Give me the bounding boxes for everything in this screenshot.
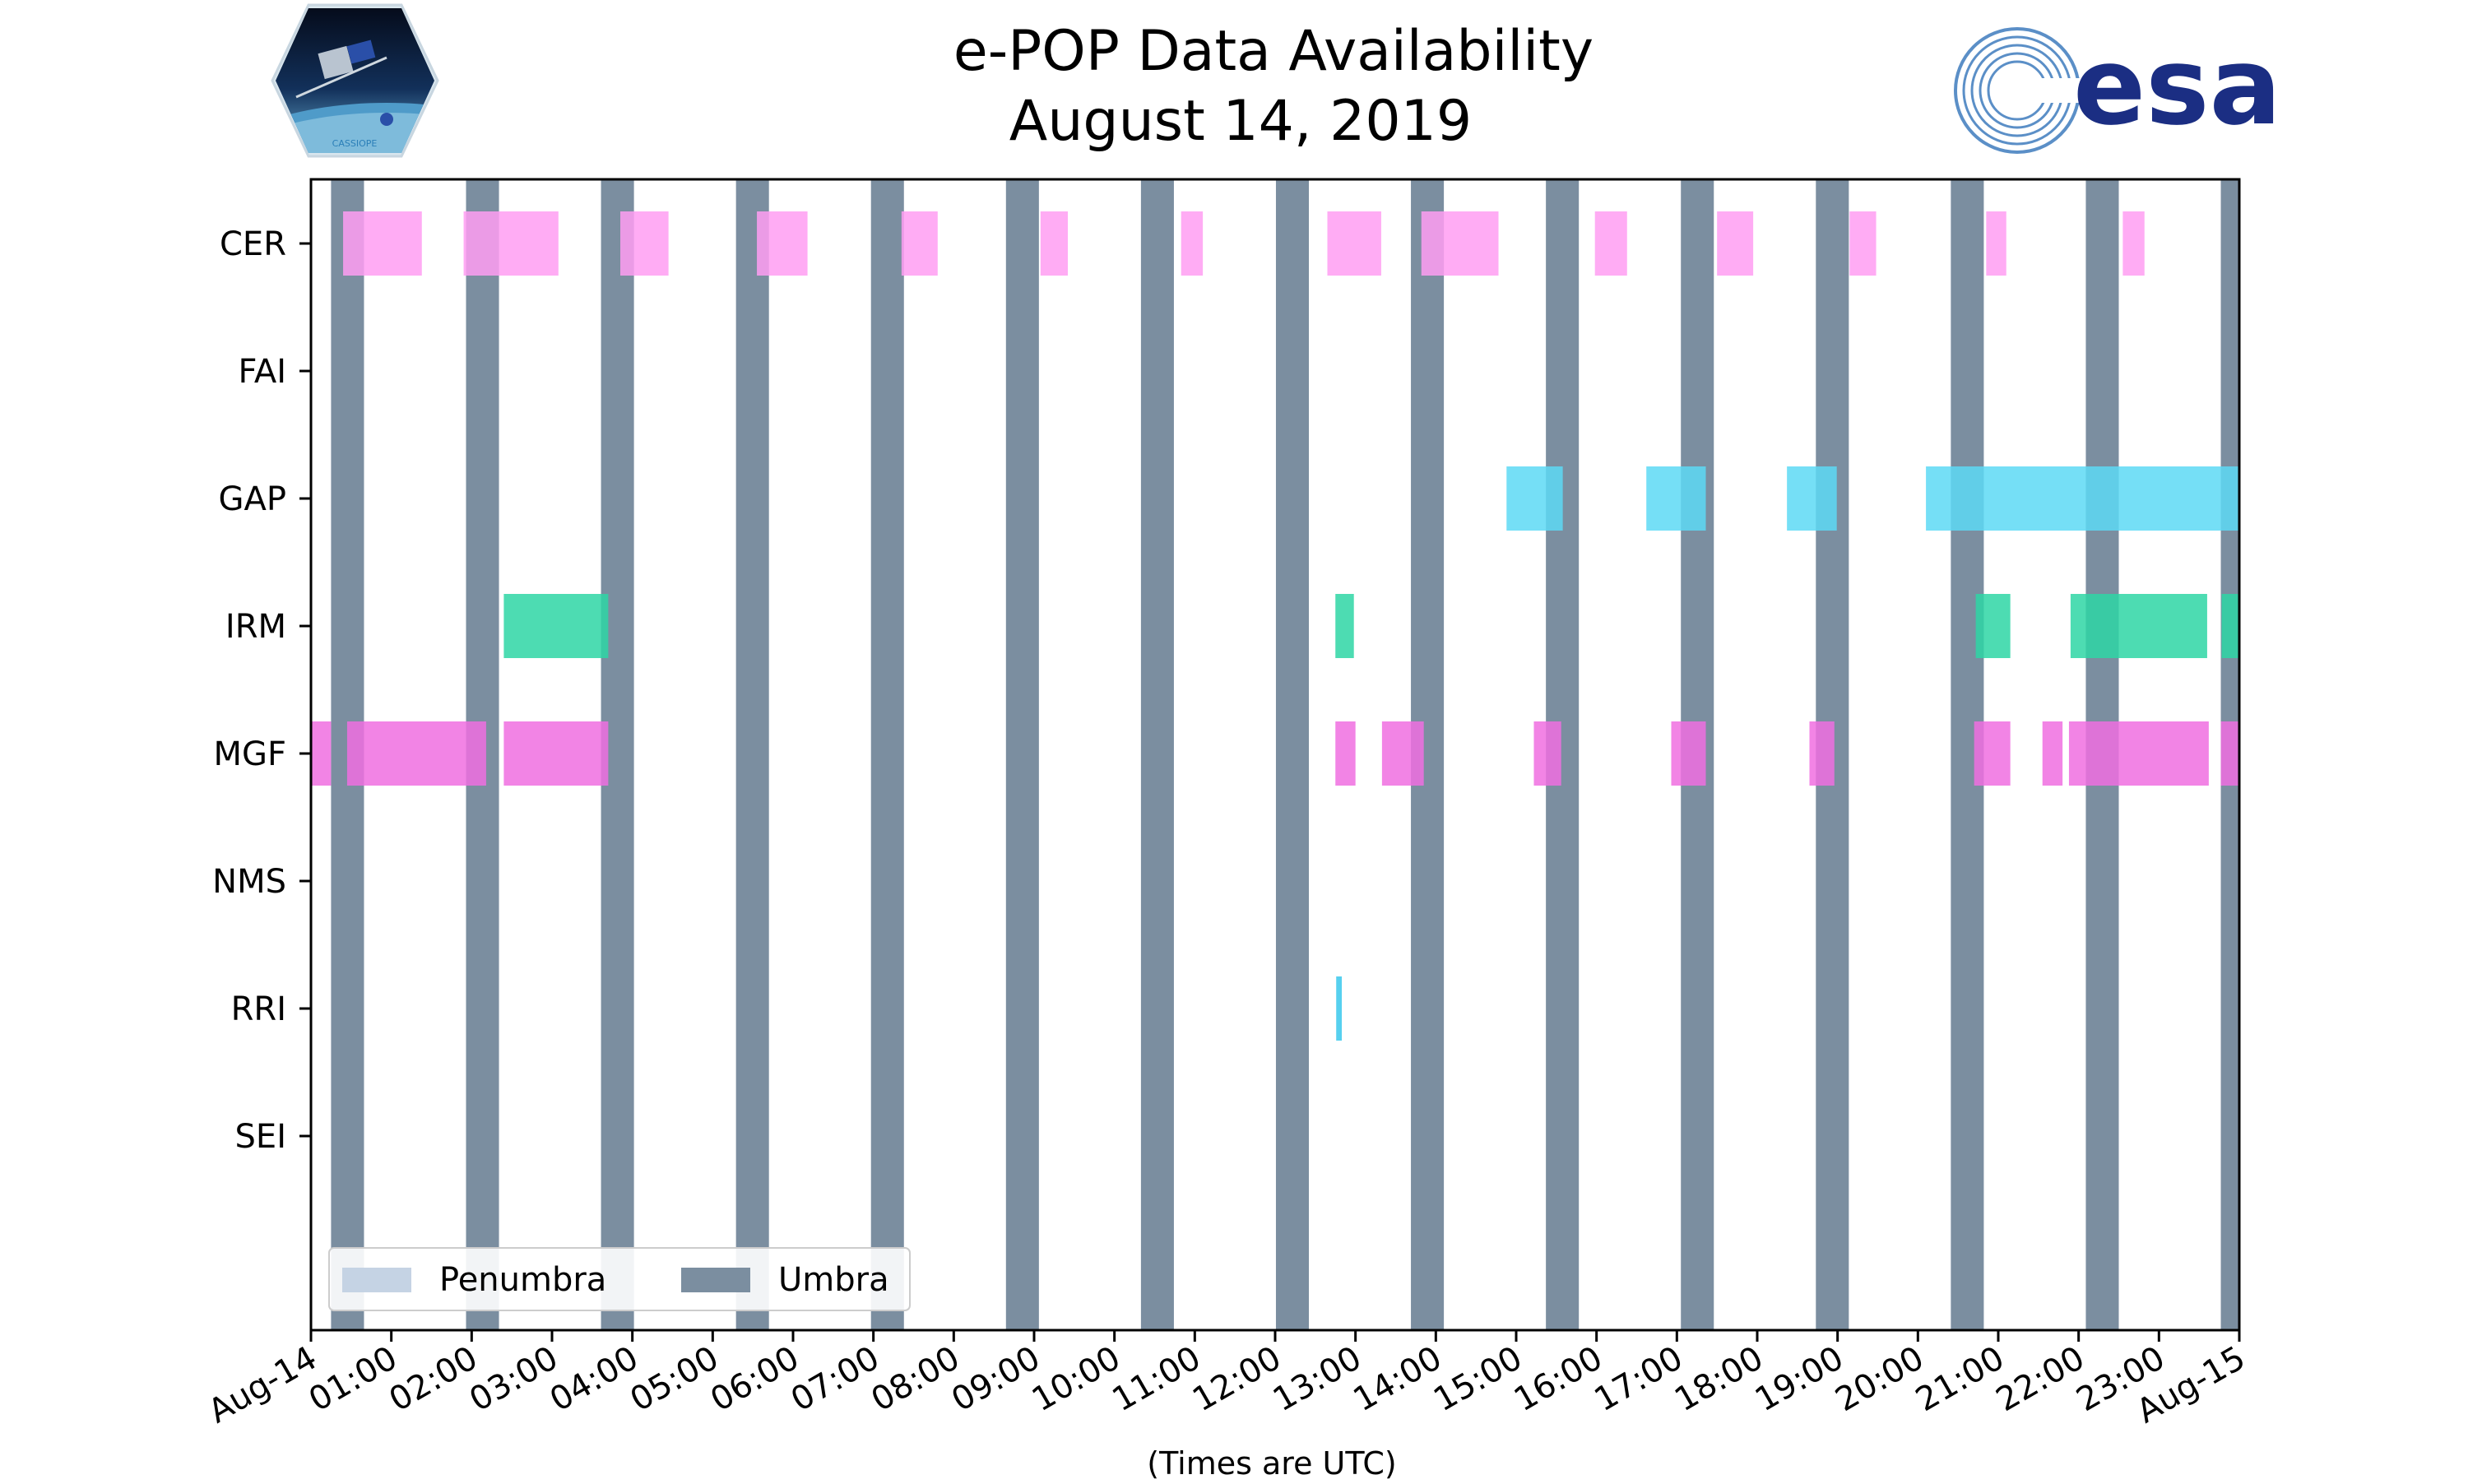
cer-segment-13 (2122, 211, 2145, 276)
mgf-segment-4 (1381, 721, 1424, 786)
y-tick-label-sei: SEI (235, 1118, 286, 1156)
cer-segment-4 (901, 211, 938, 276)
mgf-segment-0 (311, 721, 332, 786)
cer-segment-2 (620, 211, 669, 276)
irm-segment-4 (2221, 594, 2239, 658)
segments-layer (311, 211, 2239, 1041)
cer-segment-7 (1327, 211, 1381, 276)
cer-segment-12 (1986, 211, 2006, 276)
umbra-band-6 (1140, 179, 1174, 1330)
mgf-segment-6 (1671, 721, 1706, 786)
x-tick-label-6: 06:00 (704, 1339, 805, 1419)
cer-segment-9 (1594, 211, 1627, 276)
x-tick-label-13: 13:00 (1267, 1339, 1368, 1419)
esa-logo-text: esa (2073, 24, 2281, 149)
cer-segment-1 (463, 211, 559, 276)
gap-segment-2 (1787, 466, 1837, 531)
cer-segment-8 (1421, 211, 1499, 276)
cer-segment-5 (1040, 211, 1069, 276)
x-tick-label-20: 20:00 (1829, 1339, 1930, 1419)
x-tick-label-15: 15:00 (1427, 1339, 1529, 1419)
x-tick-label-9: 09:00 (945, 1339, 1046, 1419)
y-tick-label-fai: FAI (239, 353, 287, 391)
irm-segment-3 (2070, 594, 2207, 658)
legend-label-penumbra: Penumbra (439, 1261, 606, 1299)
mgf-segment-3 (1335, 721, 1356, 786)
x-tick-label-21: 21:00 (1909, 1339, 2011, 1419)
cer-segment-0 (343, 211, 422, 276)
x-axis-label: (Times are UTC) (1147, 1445, 1396, 1481)
x-tick-label-4: 04:00 (544, 1339, 645, 1419)
y-tick-label-mgf: MGF (213, 735, 286, 773)
umbra-band-3 (735, 179, 769, 1330)
y-tick-label-gap: GAP (219, 480, 286, 518)
x-tick-label-1: 01:00 (303, 1339, 404, 1419)
legend-box (328, 1247, 911, 1311)
cer-segment-11 (1849, 211, 1877, 276)
x-tick-label-14: 14:00 (1347, 1339, 1448, 1419)
x-tick-label-2: 02:00 (383, 1339, 484, 1419)
x-tick-label-7: 07:00 (785, 1339, 886, 1419)
cer-segment-10 (1717, 211, 1754, 276)
x-tick-label-8: 08:00 (865, 1339, 966, 1419)
x-tick-label-3: 03:00 (463, 1339, 564, 1419)
esa-logo: esa (1954, 24, 2281, 154)
x-tick-label-16: 16:00 (1508, 1339, 1609, 1419)
y-tick-label-nms: NMS (212, 863, 286, 901)
cer-segment-6 (1181, 211, 1204, 276)
x-tick-label-5: 05:00 (624, 1339, 725, 1419)
y-tick-label-cer: CER (220, 225, 286, 263)
chart-title-line-1: e-POP Data Availability (953, 19, 1594, 84)
y-tick-label-rri: RRI (231, 990, 286, 1028)
x-tick-label-19: 19:00 (1749, 1339, 1850, 1419)
legend-label-umbra: Umbra (778, 1261, 889, 1299)
mgf-segment-5 (1533, 721, 1561, 786)
mgf-segment-9 (2042, 721, 2063, 786)
x-tick-label-10: 10:00 (1026, 1339, 1127, 1419)
legend-swatch-umbra (681, 1268, 750, 1292)
cer-segment-3 (757, 211, 808, 276)
legend: Penumbra Umbra (328, 1247, 911, 1311)
irm-segment-0 (503, 594, 609, 658)
cassiope-logo-text: CASSIOPE (332, 138, 378, 149)
mgf-segment-10 (2068, 721, 2209, 786)
umbra-layer (331, 179, 2239, 1330)
mgf-segment-11 (2220, 721, 2239, 786)
mgf-segment-2 (503, 721, 609, 786)
legend-swatch-penumbra (342, 1268, 411, 1292)
irm-segment-2 (1975, 594, 2011, 658)
gap-segment-1 (1646, 466, 1706, 531)
irm-segment-1 (1335, 594, 1354, 658)
mgf-segment-1 (346, 721, 486, 786)
mgf-segment-7 (1809, 721, 1835, 786)
y-tick-label-irm: IRM (225, 608, 286, 646)
x-tick-label-18: 18:00 (1668, 1339, 1770, 1419)
chart-title-line-2: August 14, 2019 (1009, 89, 1472, 154)
gap-segment-0 (1506, 466, 1563, 531)
umbra-band-4 (870, 179, 904, 1330)
umbra-band-7 (1275, 179, 1310, 1330)
x-tick-label-11: 11:00 (1106, 1339, 1207, 1419)
umbra-band-5 (1005, 179, 1039, 1330)
x-tick-label-12: 12:00 (1186, 1339, 1287, 1419)
rri-segment-0 (1336, 976, 1343, 1041)
x-tick-label-22: 22:00 (1990, 1339, 2091, 1419)
axes-layer: CERFAIGAPIRMMGFNMSRRISEIAug-1401:0002:00… (202, 178, 2252, 1431)
mgf-segment-8 (1974, 721, 2011, 786)
gap-segment-3 (1926, 466, 2239, 531)
x-tick-label-17: 17:00 (1588, 1339, 1689, 1419)
